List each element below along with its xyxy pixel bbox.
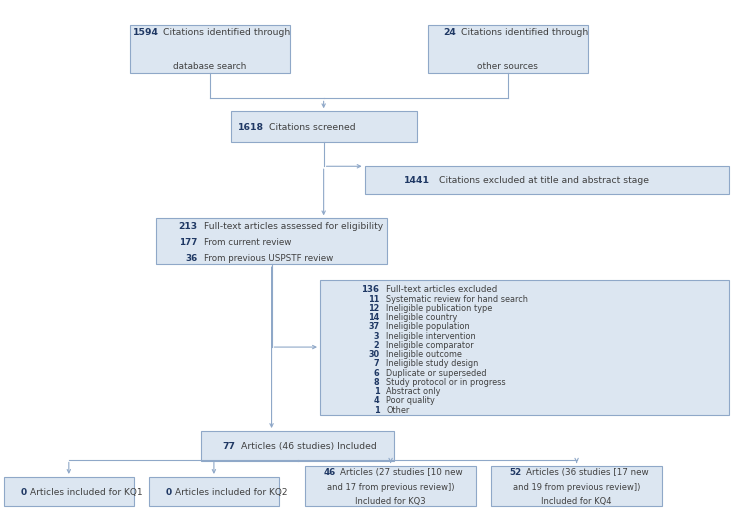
Text: Articles (36 studies [17 new: Articles (36 studies [17 new xyxy=(526,467,649,476)
Text: Systematic review for hand search: Systematic review for hand search xyxy=(386,294,528,303)
Text: 1: 1 xyxy=(373,386,379,395)
Text: 2: 2 xyxy=(373,341,379,349)
Text: 1441: 1441 xyxy=(404,176,430,185)
Text: database search: database search xyxy=(173,62,247,71)
Text: 46: 46 xyxy=(324,467,336,476)
FancyBboxPatch shape xyxy=(305,466,476,506)
Text: Duplicate or superseded: Duplicate or superseded xyxy=(386,368,487,377)
Text: Citations excluded at title and abstract stage: Citations excluded at title and abstract… xyxy=(439,176,650,185)
Text: Citations identified through: Citations identified through xyxy=(163,28,290,37)
Text: Citations identified through: Citations identified through xyxy=(461,28,588,37)
Text: 0: 0 xyxy=(166,487,173,496)
Text: Included for KQ4: Included for KQ4 xyxy=(542,496,612,505)
Text: 24: 24 xyxy=(443,28,457,37)
Text: Full-text articles assessed for eligibility: Full-text articles assessed for eligibil… xyxy=(204,221,382,230)
FancyBboxPatch shape xyxy=(4,477,134,506)
Text: Full-text articles excluded: Full-text articles excluded xyxy=(386,285,498,294)
Text: 136: 136 xyxy=(362,285,379,294)
Text: 7: 7 xyxy=(373,359,379,368)
FancyBboxPatch shape xyxy=(428,25,588,74)
Text: Articles included for KQ1: Articles included for KQ1 xyxy=(31,487,143,496)
Text: Ineligible study design: Ineligible study design xyxy=(386,359,478,368)
Text: other sources: other sources xyxy=(478,62,538,71)
Text: Articles (46 studies) Included: Articles (46 studies) Included xyxy=(240,441,376,450)
FancyBboxPatch shape xyxy=(149,477,279,506)
Text: 52: 52 xyxy=(510,467,522,476)
Text: 6: 6 xyxy=(373,368,379,377)
Text: Included for KQ3: Included for KQ3 xyxy=(356,496,426,505)
Text: and 17 from previous review]): and 17 from previous review]) xyxy=(327,482,455,491)
Text: 1618: 1618 xyxy=(238,123,264,132)
Text: 0: 0 xyxy=(21,487,28,496)
Text: Ineligible outcome: Ineligible outcome xyxy=(386,350,462,358)
Text: and 19 from previous review]): and 19 from previous review]) xyxy=(513,482,641,491)
Text: Other: Other xyxy=(386,405,409,414)
FancyBboxPatch shape xyxy=(231,112,417,143)
FancyBboxPatch shape xyxy=(156,219,387,265)
Text: Ineligible country: Ineligible country xyxy=(386,313,458,322)
Text: 1: 1 xyxy=(373,405,379,414)
Text: 37: 37 xyxy=(368,322,379,331)
Text: 77: 77 xyxy=(222,441,236,450)
Text: 8: 8 xyxy=(373,377,379,386)
Text: Ineligible population: Ineligible population xyxy=(386,322,470,331)
Text: 30: 30 xyxy=(368,350,379,358)
Text: Ineligible comparator: Ineligible comparator xyxy=(386,341,474,349)
Text: Articles (27 studies [10 new: Articles (27 studies [10 new xyxy=(340,467,463,476)
FancyBboxPatch shape xyxy=(365,166,729,194)
Text: 4: 4 xyxy=(373,395,379,405)
Text: Citations screened: Citations screened xyxy=(269,123,356,132)
Text: 12: 12 xyxy=(368,303,379,313)
FancyBboxPatch shape xyxy=(320,280,729,415)
Text: Study protocol or in progress: Study protocol or in progress xyxy=(386,377,506,386)
Text: 36: 36 xyxy=(185,253,198,262)
Text: 213: 213 xyxy=(179,221,198,230)
Text: Ineligible intervention: Ineligible intervention xyxy=(386,331,476,340)
Text: 11: 11 xyxy=(368,294,379,303)
FancyBboxPatch shape xyxy=(201,431,394,461)
Text: From previous USPSTF review: From previous USPSTF review xyxy=(204,253,333,262)
Text: 1594: 1594 xyxy=(133,28,159,37)
Text: Ineligible publication type: Ineligible publication type xyxy=(386,303,493,313)
FancyBboxPatch shape xyxy=(130,25,290,74)
Text: 14: 14 xyxy=(368,313,379,322)
Text: Abstract only: Abstract only xyxy=(386,386,440,395)
Text: 177: 177 xyxy=(179,237,198,246)
Text: Articles included for KQ2: Articles included for KQ2 xyxy=(176,487,288,496)
Text: From current review: From current review xyxy=(204,237,291,246)
Text: 3: 3 xyxy=(373,331,379,340)
Text: Poor quality: Poor quality xyxy=(386,395,435,405)
FancyBboxPatch shape xyxy=(491,466,662,506)
